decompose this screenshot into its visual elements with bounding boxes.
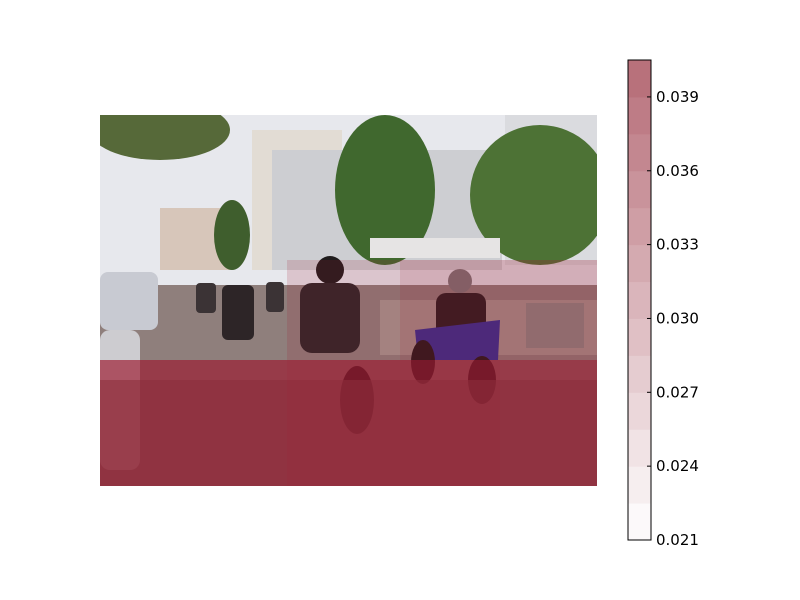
colorbar-tick-label: 0.024 [656,457,699,475]
colorbar: 0.021 0.024 0.027 0.030 0.033 0.036 0.039 [627,59,699,549]
heatmap-cell-r0-c4 [500,115,597,260]
colorbar-segment [628,170,651,209]
heatmap-cell-r1-c4 [500,260,597,360]
colorbar-segment [628,318,651,356]
photo-tree-top-left [100,115,230,160]
heatmap-cell-r2-c4 [500,360,597,486]
colorbar-segment [628,60,651,98]
colorbar-tick-label: 0.027 [656,383,699,401]
colorbar-segment [628,503,651,541]
heatmap-cell-r1-c2 [287,260,400,360]
colorbar-segment [628,96,651,135]
photo-awning [370,238,500,258]
colorbar-segment [628,392,651,430]
colorbar-tick-label: 0.033 [656,236,699,254]
heatmap-cell-r2-c0 [100,360,200,486]
photo-car-left [100,272,158,330]
heatmap-cells [100,115,597,486]
heatmap-cell-r0-c1 [200,115,287,260]
heatmap-cell-r0-c2 [287,115,400,260]
heatmap-cell-r1-c1 [200,260,287,360]
colorbar-segment [628,281,651,319]
photo-tree-far-left [214,200,250,270]
photo-tree-right [470,125,597,265]
heatmap-cell-r2-c2 [287,360,400,486]
colorbar-tick-label: 0.021 [656,531,699,549]
colorbar-tick-label: 0.036 [656,162,699,180]
photo-dumpster [526,303,584,348]
colorbar-segment [628,207,651,246]
photo-riders-background [196,282,284,340]
heatmap-cell-r1-c0 [100,260,200,360]
heatmap-cell-r1-c3 [400,260,500,360]
heatmap-cell-r2-c3 [400,360,500,486]
colorbar-segment [628,355,651,393]
heatmap-cell-r0-c0 [100,115,200,260]
photo-tree-center [335,115,435,265]
colorbar-frame [627,59,652,541]
heatmap-cell-r0-c3 [400,115,500,260]
heatmap-cell-r2-c1 [200,360,287,486]
colorbar-segment [628,244,651,283]
colorbar-segment [628,429,651,467]
colorbar-segment [628,466,651,504]
colorbar-tick-label: 0.030 [656,309,699,327]
colorbar-segment [628,133,651,172]
colorbar-tick-label: 0.039 [656,88,699,106]
